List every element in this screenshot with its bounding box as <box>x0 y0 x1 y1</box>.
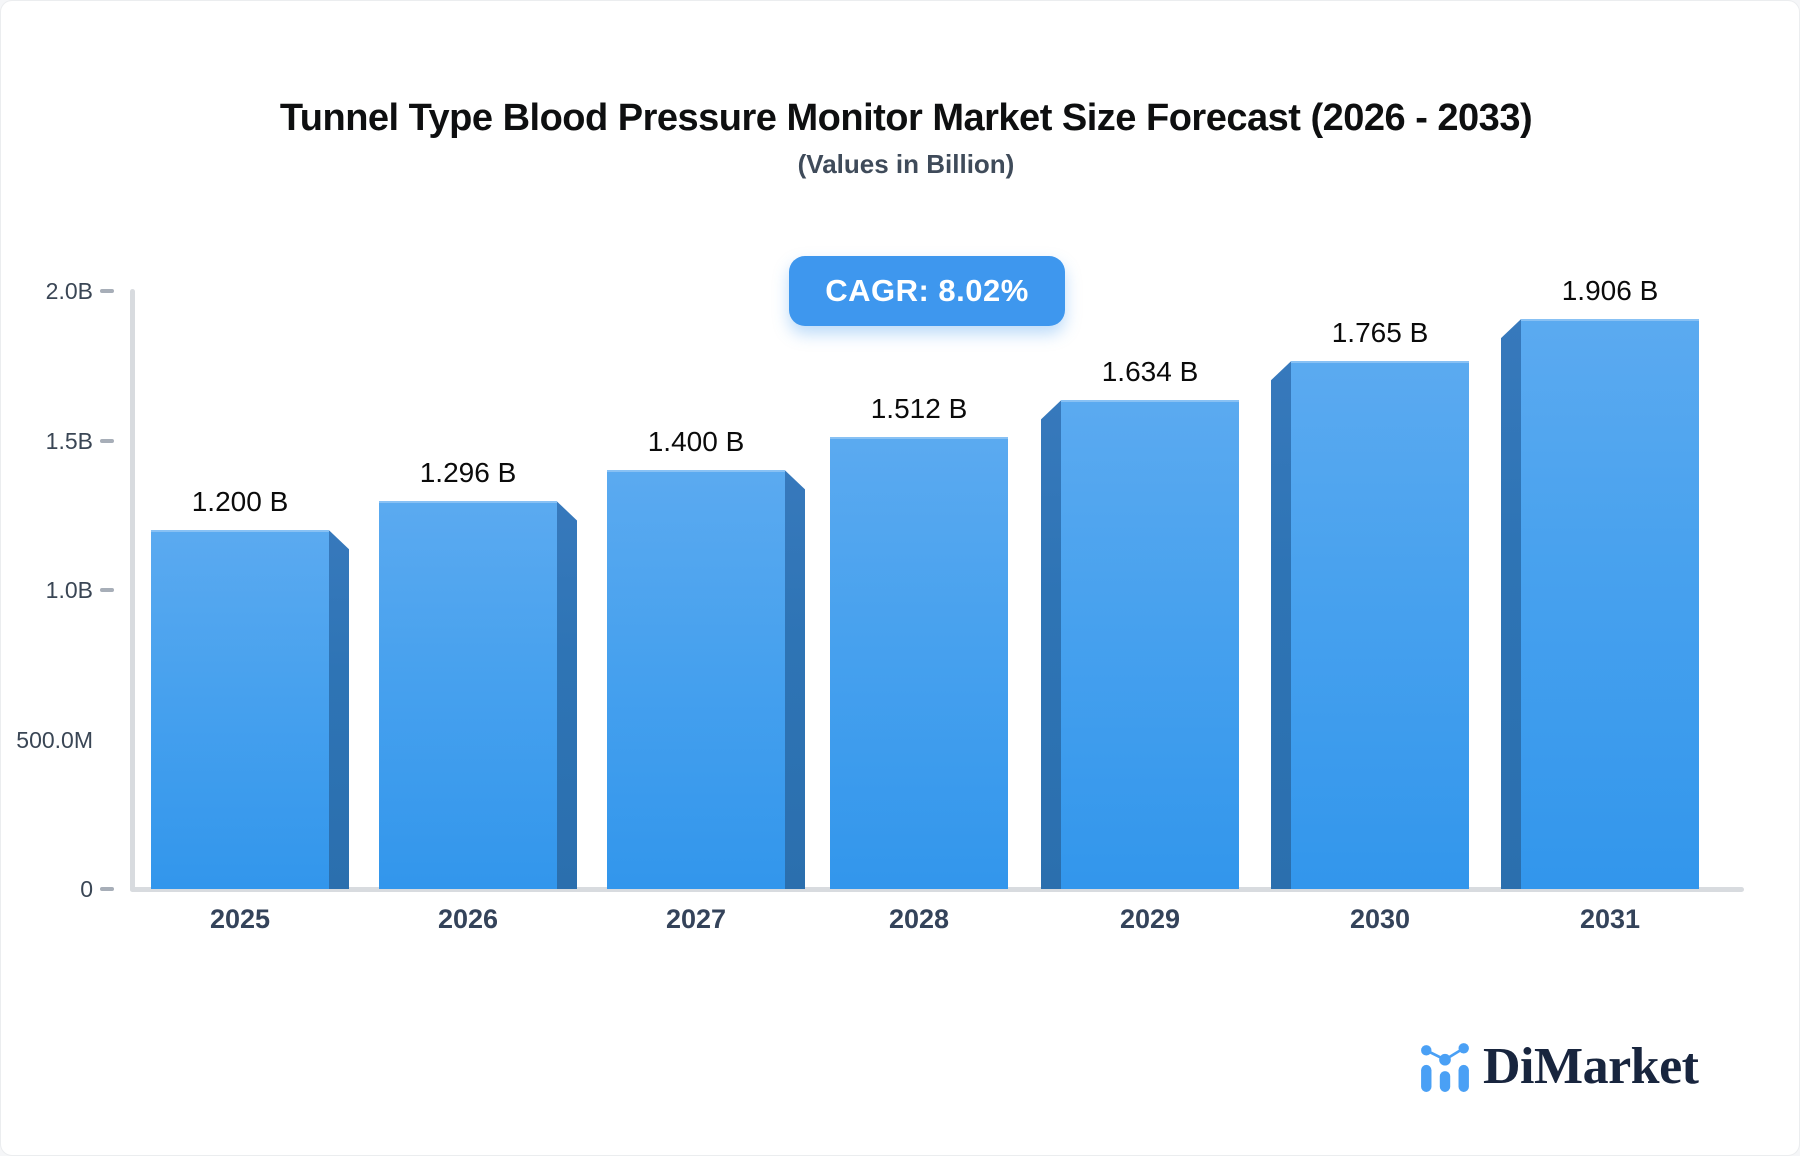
brand-name: DiMarket <box>1483 1038 1699 1095</box>
x-axis-label: 2027 <box>665 904 727 934</box>
bar-value-label: 1.296 B <box>419 457 517 489</box>
bar-2031[interactable] <box>1521 319 1699 889</box>
y-tick-mark <box>100 588 114 592</box>
y-tick-label: 2.0B <box>45 278 93 304</box>
x-axis-label: 2030 <box>1349 904 1411 934</box>
y-tick-label: 1.0B <box>45 577 93 603</box>
chart-subtitle: (Values in Billion) <box>797 149 1015 179</box>
x-axis <box>130 887 1744 892</box>
cagr-badge: CAGR: 8.02% <box>789 256 1065 326</box>
x-axis-label: 2028 <box>888 904 950 934</box>
y-tick-label: 1.5B <box>45 427 93 454</box>
bar-2029[interactable] <box>1061 400 1239 889</box>
chart-title: Tunnel Type Blood Pressure Monitor Marke… <box>279 97 1533 139</box>
bar-chart-logo-icon <box>1421 1043 1469 1092</box>
bar-side <box>557 501 577 889</box>
bar-2027[interactable] <box>607 470 785 889</box>
bar-side <box>1041 400 1061 889</box>
y-tick-label: 0 <box>80 876 93 902</box>
bar-2030[interactable] <box>1291 361 1469 889</box>
x-axis-label: 2031 <box>1579 904 1641 934</box>
bar-value-label: 1.906 B <box>1561 275 1659 307</box>
bar-2025[interactable] <box>151 530 329 889</box>
bar-value-label: 1.512 B <box>870 392 968 424</box>
bar-value-label: 1.400 B <box>647 426 745 458</box>
bar-2026[interactable] <box>379 501 557 889</box>
brand-logo: DiMarket <box>1419 1038 1699 1095</box>
y-tick-label: 500.0M <box>16 726 93 753</box>
cagr-badge-label: CAGR: 8.02% <box>825 273 1029 308</box>
bar-value-label: 1.200 B <box>191 486 289 518</box>
bar-side <box>329 530 349 889</box>
bar-side <box>785 470 805 889</box>
bar-side <box>1271 361 1291 889</box>
bar-value-label: 1.634 B <box>1101 356 1199 388</box>
x-axis-label: 2029 <box>1119 904 1181 934</box>
x-axis-label: 2026 <box>437 904 499 934</box>
y-tick-mark <box>100 438 114 443</box>
bar-2028[interactable] <box>830 436 1008 889</box>
y-tick-mark <box>100 887 114 891</box>
y-tick-mark <box>100 289 114 293</box>
bar-side <box>1501 319 1521 889</box>
y-axis <box>130 289 135 892</box>
x-axis-label: 2025 <box>209 904 271 934</box>
bar-value-label: 1.765 B <box>1331 317 1429 349</box>
